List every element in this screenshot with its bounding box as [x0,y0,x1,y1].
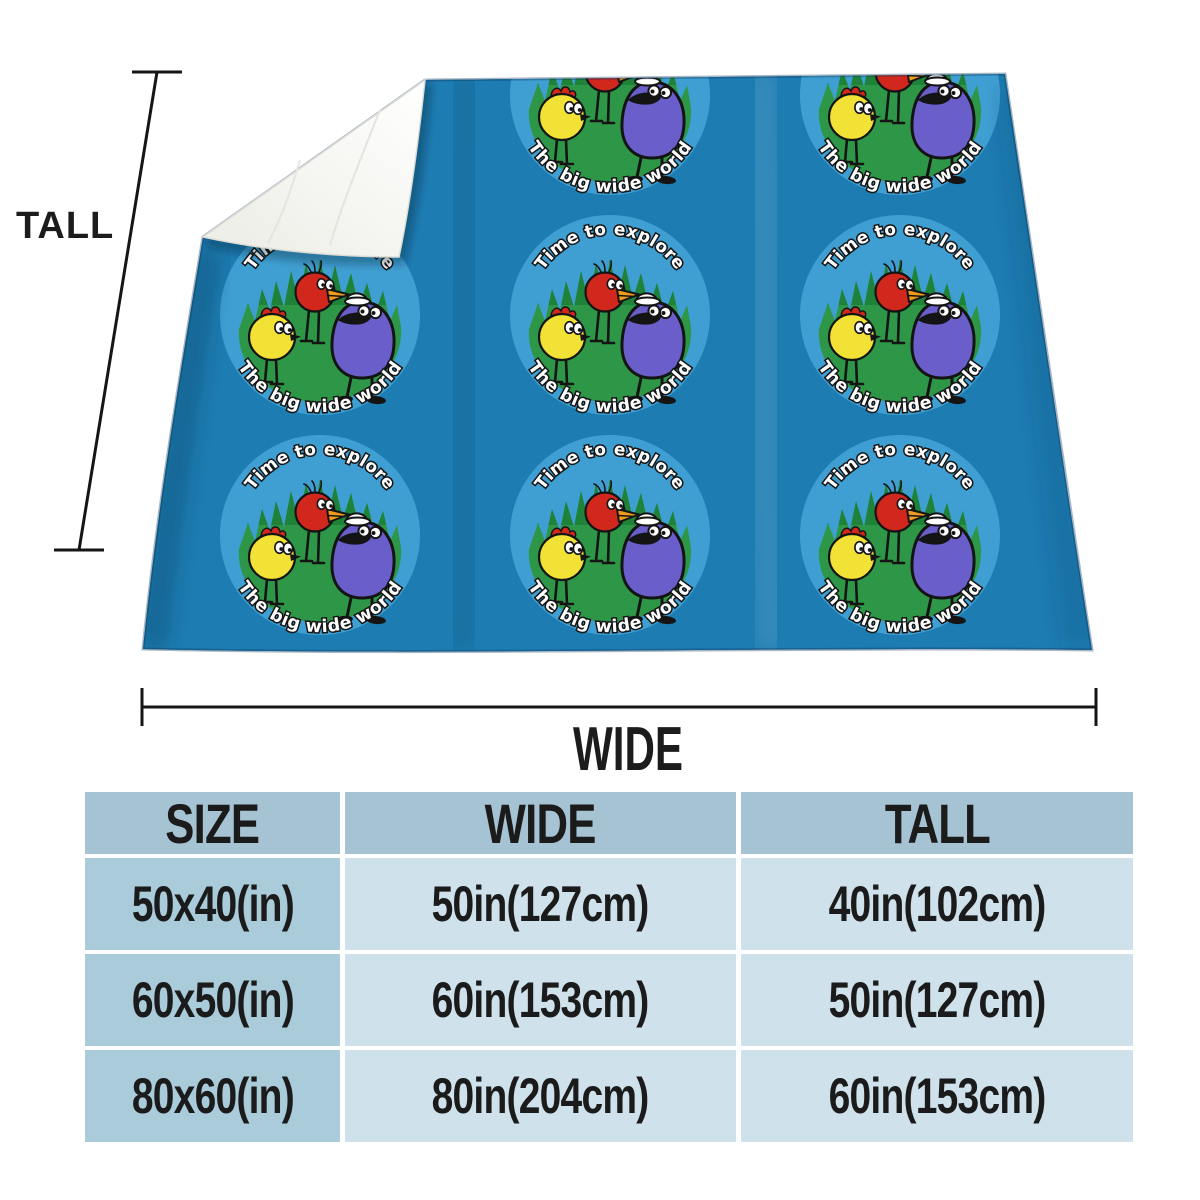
size-table: SIZE WIDE TALL 50x40(in) 50in(127cm) 40i… [85,792,1133,1142]
blanket-size-figure: Time to explore The big wide world [16,70,1098,784]
size-table-header-tall: TALL [741,792,1133,854]
blanket-hem [141,72,1094,654]
wide-cell: 60in(153cm) [345,954,736,1046]
size-cell: 50x40(in) [85,858,340,950]
fold-highlight [742,74,790,652]
size-cell: 60x50(in) [85,954,340,1046]
fold-shade [143,247,223,650]
tall-cell: 60in(153cm) [741,1050,1133,1142]
tall-cell: 50in(127cm) [741,954,1133,1046]
fold-shade [435,74,493,652]
wide-cell: 50in(127cm) [345,858,736,950]
fleece-creases [267,109,381,246]
wide-dimension-label: WIDE [573,715,683,784]
blanket-pattern [143,74,1092,652]
size-table-header-wide: WIDE [345,792,736,854]
blanket-photo [141,72,1094,654]
size-cell: 80x60(in) [85,1050,340,1142]
tall-dimension-label: TALL [16,205,114,247]
size-table-header-size: SIZE [85,792,340,854]
corner-shadow [204,83,432,265]
dimension-lines [54,70,1098,726]
tall-dimension-line [77,71,159,551]
folded-corner [201,78,426,258]
tall-cell: 40in(102cm) [741,858,1133,950]
wide-cell: 80in(204cm) [345,1050,736,1142]
blanket-diagram: Time to explore The big wide world [16,70,1098,784]
